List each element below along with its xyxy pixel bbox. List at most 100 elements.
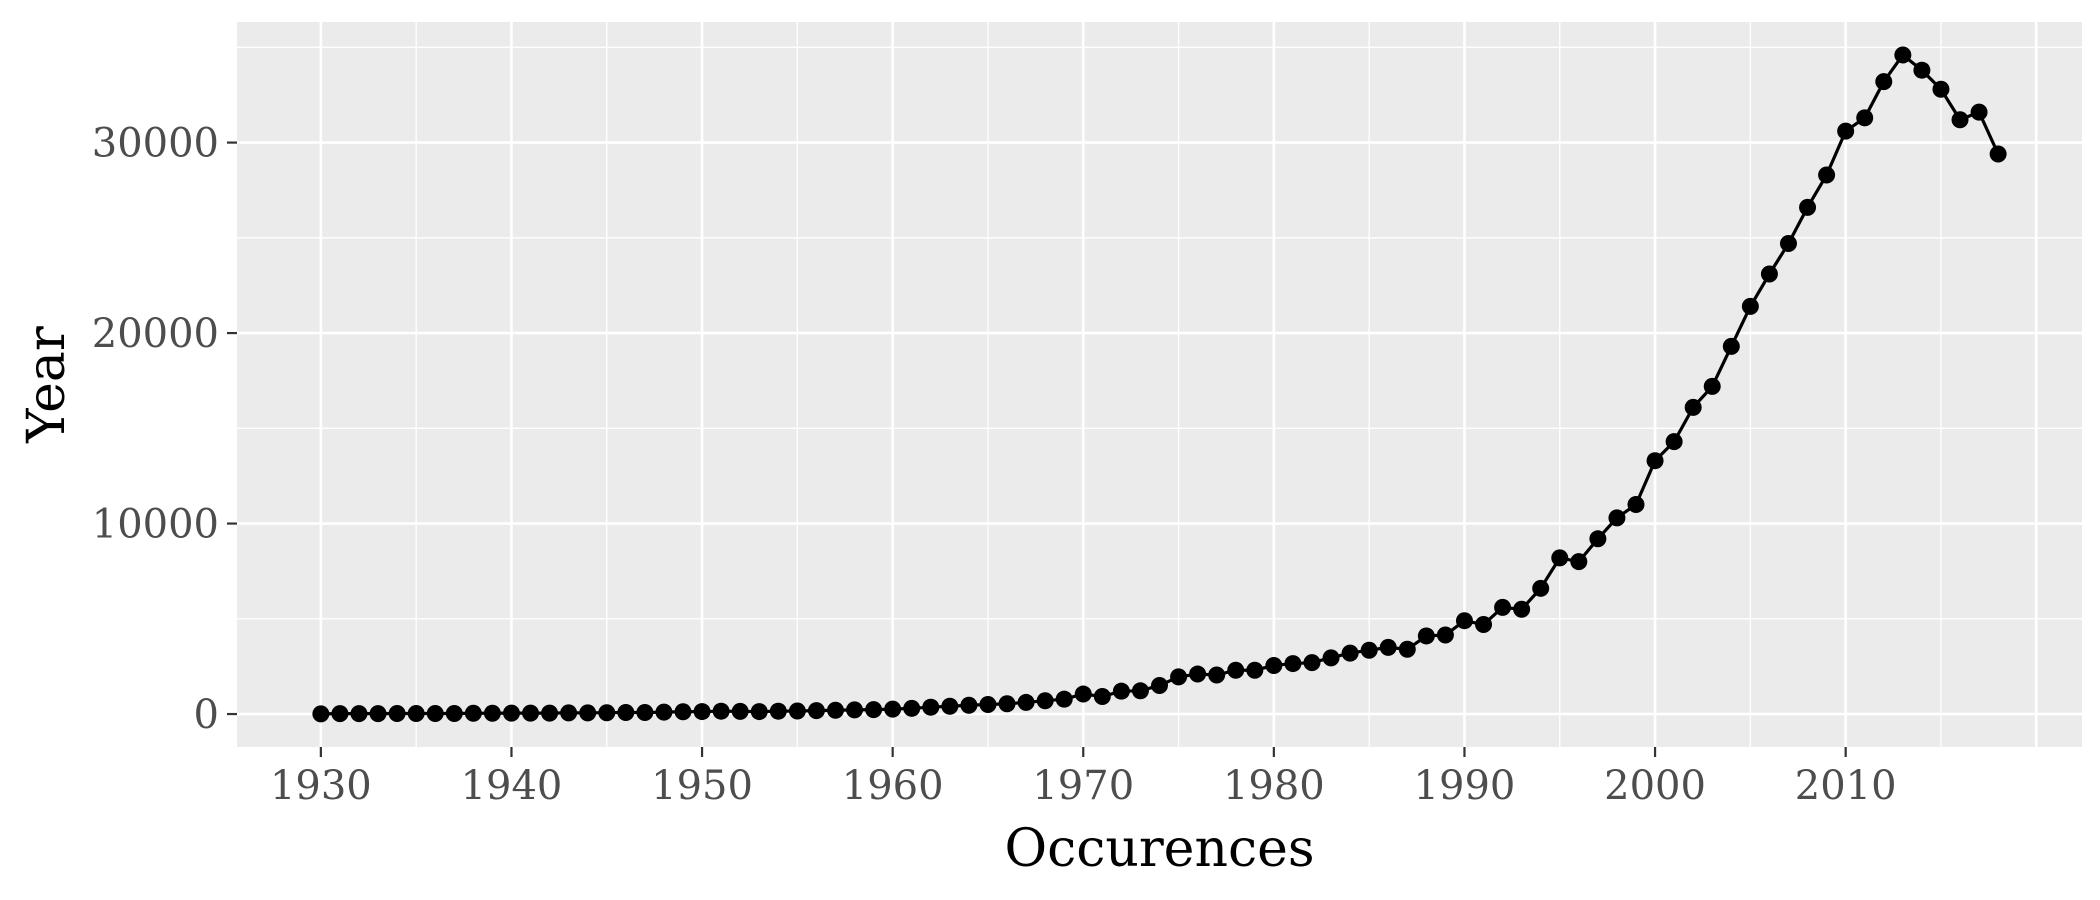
plot-panel — [237, 22, 2082, 747]
data-point — [579, 704, 597, 722]
data-point — [1608, 509, 1626, 527]
data-point — [312, 705, 330, 723]
data-point — [1170, 668, 1188, 686]
data-point — [426, 704, 444, 722]
data-point — [1837, 122, 1855, 140]
data-point — [1055, 690, 1073, 708]
x-tick-label: 1940 — [461, 763, 563, 809]
data-point — [674, 703, 692, 721]
data-point — [1970, 103, 1988, 121]
data-point — [1475, 616, 1493, 634]
data-point — [541, 704, 559, 722]
data-point — [1494, 598, 1512, 616]
data-point — [1684, 398, 1702, 416]
x-axis-title: Occurences — [1004, 819, 1314, 879]
y-axis-ticks: 0 10000 20000 30000 — [92, 121, 237, 738]
data-point — [1189, 665, 1207, 683]
data-point — [1093, 688, 1111, 706]
data-point — [464, 704, 482, 722]
x-tick-label: 1970 — [1032, 763, 1134, 809]
data-point — [1284, 655, 1302, 673]
data-point — [502, 704, 520, 722]
data-point — [560, 704, 578, 722]
data-point — [1722, 337, 1740, 355]
data-point — [1856, 109, 1874, 127]
data-point — [636, 704, 654, 722]
data-point — [1036, 692, 1054, 710]
data-point — [369, 705, 387, 723]
data-point — [1760, 265, 1778, 283]
data-point — [769, 702, 787, 720]
data-point — [922, 698, 940, 716]
x-tick-label: 2010 — [1795, 763, 1897, 809]
y-tick-label: 30000 — [92, 121, 219, 167]
x-tick-label: 1930 — [270, 763, 372, 809]
data-point — [1532, 579, 1550, 597]
data-point — [1436, 626, 1454, 644]
data-point — [788, 702, 806, 720]
data-point — [1303, 654, 1321, 672]
data-point — [865, 701, 883, 719]
data-point — [483, 704, 501, 722]
data-point — [1989, 145, 2007, 163]
data-point — [1646, 452, 1664, 470]
data-point — [1246, 661, 1264, 679]
data-point — [693, 703, 711, 721]
y-tick-label: 10000 — [92, 502, 219, 548]
data-point — [1017, 693, 1035, 711]
data-point — [1799, 198, 1817, 216]
data-point — [1570, 553, 1588, 571]
data-point — [846, 701, 864, 719]
data-point — [1265, 656, 1283, 674]
data-point — [1551, 549, 1569, 567]
data-point — [941, 697, 959, 715]
data-point — [522, 704, 540, 722]
data-point — [1074, 685, 1092, 703]
x-tick-label: 1950 — [651, 763, 753, 809]
data-point — [388, 704, 406, 722]
data-point — [1455, 612, 1473, 630]
data-point — [1741, 297, 1759, 315]
x-tick-label: 1960 — [842, 763, 944, 809]
data-point — [826, 701, 844, 719]
data-point — [979, 696, 997, 714]
data-point — [350, 705, 368, 723]
data-point — [331, 705, 349, 723]
data-point — [1151, 676, 1168, 694]
x-tick-label: 1990 — [1414, 763, 1516, 809]
data-point — [617, 704, 635, 722]
data-point — [903, 699, 921, 717]
data-point — [1322, 649, 1340, 667]
data-point — [884, 700, 902, 718]
data-point — [1875, 73, 1893, 91]
data-point — [407, 704, 425, 722]
x-tick-label: 1980 — [1223, 763, 1325, 809]
data-point — [598, 704, 616, 722]
data-point — [1951, 111, 1969, 129]
data-point — [1131, 682, 1149, 700]
y-axis-title: Year — [17, 326, 77, 444]
data-point — [1913, 61, 1931, 79]
data-point — [998, 695, 1016, 713]
data-point — [1779, 235, 1797, 253]
series-occurrences — [312, 46, 2007, 723]
data-point — [1894, 46, 1912, 64]
data-point — [655, 703, 673, 721]
data-point — [445, 704, 463, 722]
data-point — [1818, 166, 1836, 184]
data-point — [712, 702, 730, 720]
x-axis-ticks: 1930 1940 1950 1960 1970 1980 1990 2000 2010 — [270, 747, 1897, 809]
y-tick-label: 20000 — [92, 311, 219, 357]
data-point — [1703, 377, 1721, 395]
data-point — [1665, 433, 1683, 451]
data-point — [1417, 627, 1435, 645]
y-tick-label: 0 — [194, 692, 219, 738]
data-point — [960, 696, 978, 714]
data-point — [1341, 644, 1359, 662]
data-point — [750, 703, 768, 721]
data-point — [1227, 661, 1245, 679]
data-point — [1112, 682, 1130, 700]
data-point — [731, 702, 749, 720]
data-point — [1360, 641, 1378, 659]
